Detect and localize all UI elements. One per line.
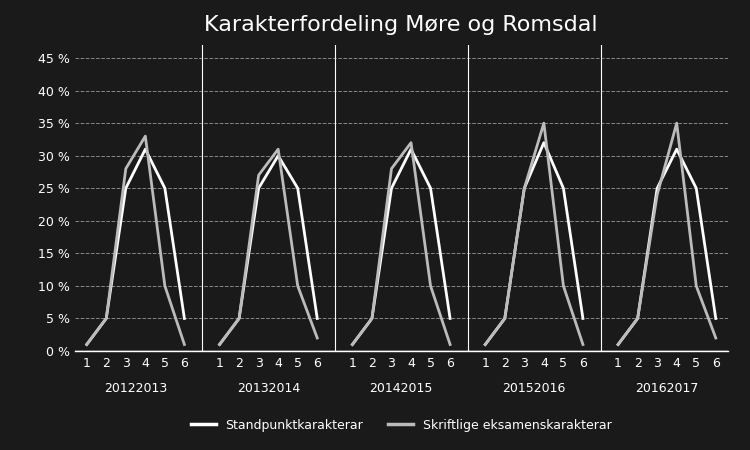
Text: 20152016: 20152016 xyxy=(503,382,566,395)
Title: Karakterfordeling Møre og Romsdal: Karakterfordeling Møre og Romsdal xyxy=(205,15,598,35)
Legend: Standpunktkarakterar, Skriftlige eksamenskarakterar: Standpunktkarakterar, Skriftlige eksamen… xyxy=(185,414,617,436)
Text: 20132014: 20132014 xyxy=(237,382,300,395)
Text: 20142015: 20142015 xyxy=(370,382,433,395)
Text: 20162017: 20162017 xyxy=(635,382,699,395)
Text: 20122013: 20122013 xyxy=(104,382,167,395)
